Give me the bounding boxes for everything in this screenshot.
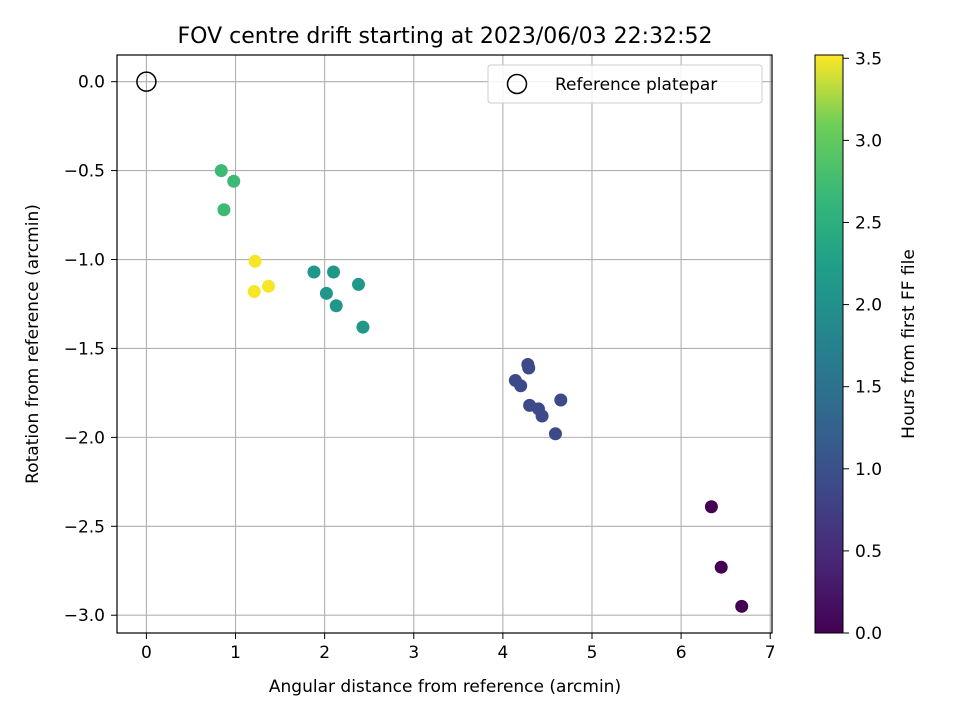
colorbar-label: Hours from first FF file bbox=[899, 249, 919, 439]
colorbar-tick-label: 1.5 bbox=[855, 378, 882, 398]
data-point bbox=[704, 500, 718, 514]
y-tick-label: −3.0 bbox=[64, 606, 105, 626]
data-point bbox=[356, 320, 370, 334]
y-tick-label: −2.0 bbox=[64, 428, 105, 448]
data-point bbox=[352, 277, 366, 291]
colorbar-tick-label: 3.0 bbox=[855, 131, 882, 151]
x-tick-label: 7 bbox=[765, 643, 776, 663]
x-axis-label: Angular distance from reference (arcmin) bbox=[269, 677, 621, 697]
colorbar-tick-label: 2.0 bbox=[855, 296, 882, 316]
x-tick-label: 3 bbox=[408, 643, 419, 663]
y-tick-label: −1.0 bbox=[64, 251, 105, 271]
data-point bbox=[535, 409, 549, 423]
data-point bbox=[714, 560, 728, 574]
x-tick-label: 5 bbox=[587, 643, 598, 663]
legend: Reference platepar bbox=[487, 64, 763, 104]
chart-title: FOV centre drift starting at 2023/06/03 … bbox=[178, 24, 713, 49]
data-point bbox=[327, 265, 341, 279]
data-point bbox=[214, 164, 228, 178]
data-point bbox=[261, 279, 275, 293]
data-point bbox=[548, 427, 562, 441]
reference-platepar-marker bbox=[136, 71, 157, 92]
data-point bbox=[319, 286, 333, 300]
plot-frame bbox=[116, 54, 773, 634]
colorbar-tick-label: 0.5 bbox=[855, 542, 882, 562]
colorbar-ticks: 0.0 0.5 1.0 1.5 2.0 2.5 3.0 3.5 bbox=[843, 49, 882, 644]
data-point bbox=[247, 285, 261, 299]
data-points bbox=[136, 71, 749, 613]
legend-box bbox=[487, 64, 763, 104]
x-tick-label: 2 bbox=[319, 643, 330, 663]
colorbar-tick-label: 2.5 bbox=[855, 213, 882, 233]
data-point bbox=[329, 299, 343, 313]
data-point bbox=[735, 599, 749, 613]
y-axis-label: Rotation from reference (arcmin) bbox=[23, 204, 43, 484]
legend-marker-open-circle bbox=[506, 73, 528, 95]
data-point bbox=[248, 254, 262, 268]
data-point bbox=[217, 203, 231, 217]
x-tick-label: 1 bbox=[230, 643, 241, 663]
x-axis-ticks: 0 1 2 3 4 5 6 7 bbox=[141, 633, 776, 663]
y-tick-label: 0.0 bbox=[78, 73, 105, 93]
y-tick-label: −1.5 bbox=[64, 339, 105, 359]
colorbar-tick-label: 1.0 bbox=[855, 460, 882, 480]
data-point bbox=[522, 361, 536, 375]
x-tick-label: 4 bbox=[497, 643, 508, 663]
data-point bbox=[307, 265, 321, 279]
colorbar bbox=[814, 54, 844, 634]
grid-lines bbox=[117, 55, 772, 633]
colorbar-tick-label: 3.5 bbox=[855, 49, 882, 69]
data-point bbox=[227, 174, 241, 188]
data-point bbox=[554, 393, 568, 407]
x-tick-label: 0 bbox=[141, 643, 152, 663]
colorbar-tick-label: 0.0 bbox=[855, 624, 882, 644]
legend-entry-label: Reference platepar bbox=[555, 75, 717, 95]
y-tick-label: −0.5 bbox=[64, 162, 105, 182]
y-axis-ticks: 0.0 −0.5 −1.0 −1.5 −2.0 −2.5 −3.0 bbox=[64, 73, 117, 626]
data-point bbox=[514, 379, 528, 393]
y-tick-label: −2.5 bbox=[64, 517, 105, 537]
x-tick-label: 6 bbox=[676, 643, 687, 663]
